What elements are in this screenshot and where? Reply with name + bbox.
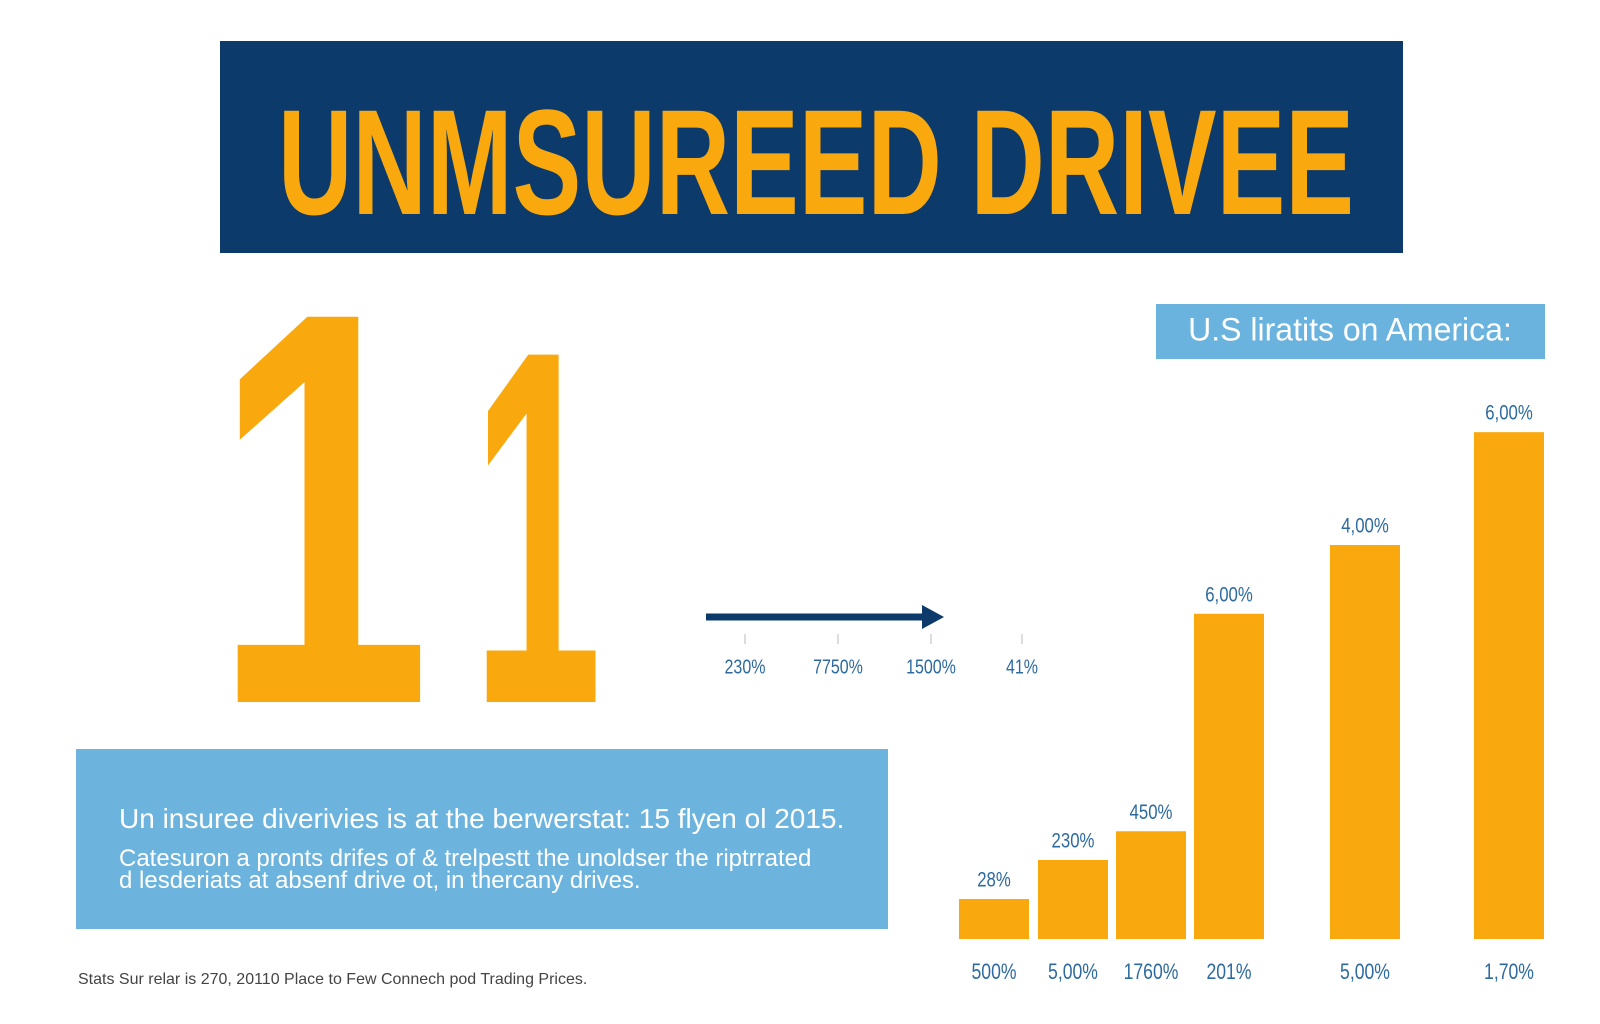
arrow-label: 230%	[725, 656, 766, 678]
big-digit: 1	[472, 246, 602, 810]
arrow-label: 1500%	[906, 656, 956, 678]
bar-label: 6,00%	[1205, 584, 1253, 607]
chart-title-box	[1156, 304, 1545, 359]
x-tick-label: 500%	[972, 960, 1017, 984]
arrow-label: 41%	[1006, 656, 1038, 678]
bar	[1330, 545, 1400, 939]
big-digit: 1	[213, 195, 431, 821]
bar	[1194, 613, 1264, 939]
info-headline: Un insuree diverivies is at the berwerst…	[119, 803, 844, 834]
x-tick-label: 1,70%	[1484, 960, 1534, 984]
info-line: d lesderiats at absenf drive ot, in ther…	[119, 867, 641, 894]
arrow-label: 7750%	[813, 656, 863, 678]
x-tick-label: 5,00%	[1048, 960, 1098, 984]
bar	[1038, 859, 1108, 939]
bar-label: 4,00%	[1341, 515, 1389, 538]
arrow-head	[922, 605, 944, 629]
bar-label: 230%	[1052, 830, 1095, 853]
arrow	[706, 605, 944, 629]
x-tick-label: 1760%	[1124, 960, 1179, 984]
info-box	[76, 749, 888, 929]
bar	[1116, 831, 1186, 939]
info-line: Catesuron a pronts drifes of & trelpestt…	[119, 845, 811, 872]
title: UNMSUREED DRIVEE	[278, 78, 1354, 246]
x-tick-label: 5,00%	[1340, 960, 1390, 984]
bar	[1474, 432, 1544, 939]
bar-label: 28%	[977, 869, 1011, 892]
bar-label: 6,00%	[1485, 402, 1533, 425]
title-banner	[220, 41, 1403, 253]
x-tick-label: 201%	[1207, 960, 1252, 984]
chart-title: U.S liratits on America:	[1188, 311, 1512, 347]
bar	[959, 898, 1029, 939]
footer: Stats Sur relar is 270, 20110 Place to F…	[78, 971, 587, 988]
bar-label: 450%	[1130, 801, 1173, 824]
